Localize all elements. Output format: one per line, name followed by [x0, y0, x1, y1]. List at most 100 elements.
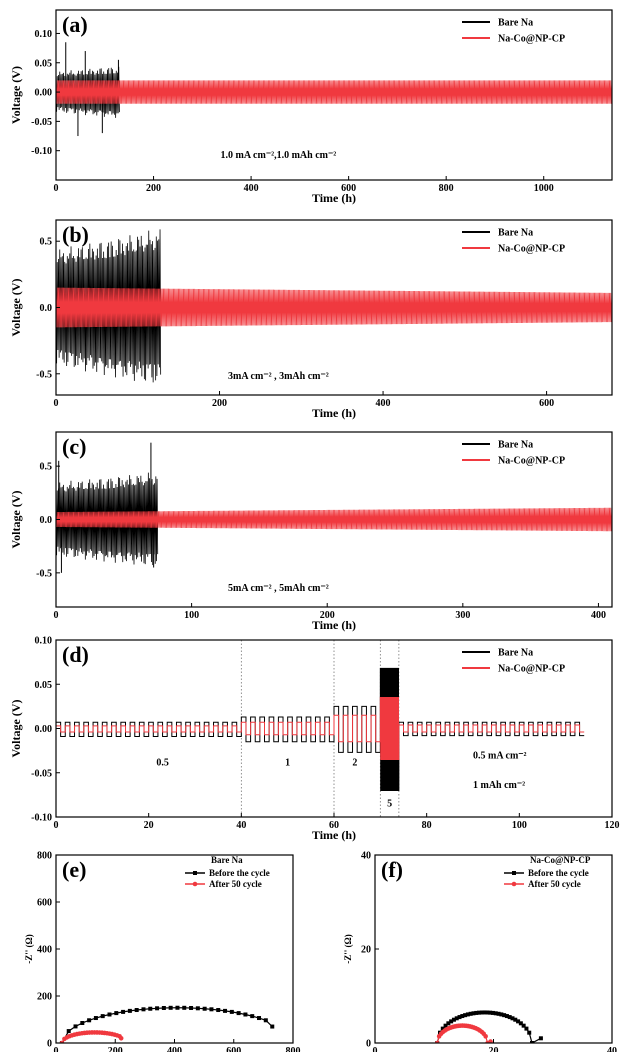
x-tick-label: 60 [329, 820, 339, 831]
x-axis-label: Time (h) [312, 618, 356, 632]
plot-area [56, 442, 612, 573]
legend-label: Before the cycle [209, 868, 270, 878]
legend-label: Na-Co@NP-CP [498, 456, 565, 467]
legend-label: Before the cycle [528, 868, 589, 878]
y-tick-label: 0.05 [35, 58, 53, 69]
data-point [175, 1005, 180, 1010]
y-axis-label: Voltage (V) [9, 700, 23, 758]
y-tick-label: -0.5 [36, 369, 52, 380]
y-tick-label: -0.10 [31, 146, 52, 157]
x-tick-label: 0 [54, 610, 59, 621]
rate-label: 0.5 [156, 758, 169, 769]
data-point [216, 1008, 221, 1013]
data-point [195, 1006, 200, 1011]
y-tick-label: 0.00 [35, 88, 53, 99]
data-point [490, 1010, 495, 1015]
x-tick-label: 0 [54, 183, 59, 194]
data-point [446, 1021, 451, 1026]
x-axis-label: Time (h) [312, 406, 356, 420]
x-tick-label: 0 [54, 398, 59, 409]
plot-area [56, 42, 612, 137]
x-tick-label: 20 [144, 820, 154, 831]
test-condition-annotation: 1.0 mA cm⁻²,1.0 mAh cm⁻² [221, 150, 337, 161]
y-tick-label: 400 [37, 945, 52, 956]
data-point [510, 1016, 515, 1021]
data-point [474, 1010, 479, 1015]
rate-label: 1 mAh cm⁻² [473, 780, 525, 791]
y-axis-label: Voltage (V) [9, 279, 23, 337]
y-tick-label: 0.0 [40, 303, 53, 314]
data-point [73, 1024, 78, 1029]
x-tick-label: 600 [341, 183, 356, 194]
data-point [168, 1005, 173, 1010]
x-tick-label: 300 [455, 610, 470, 621]
data-point [488, 1010, 493, 1015]
legend-label: Na-Co@NP-CP [498, 664, 565, 675]
panel-letter: (c) [62, 434, 86, 459]
data-point [93, 1016, 98, 1021]
x-tick-label: 400 [167, 1046, 182, 1052]
plot-area [56, 640, 585, 817]
legend-label: Bare Na [498, 440, 533, 451]
series-na-co-np-cp [56, 507, 612, 532]
x-tick-label: 100 [512, 820, 527, 831]
data-point [477, 1010, 482, 1015]
plot-area [56, 229, 612, 383]
y-tick-label: 0.5 [40, 462, 53, 473]
legend-label: Na-Co@NP-CP [498, 244, 565, 255]
panel-f: 0204002040Z' (Ω)-Z'' (Ω)(f)Na-Co@NP-CPBe… [343, 851, 617, 1052]
legend-marker [511, 881, 517, 887]
data-point [465, 1012, 470, 1017]
data-point [100, 1014, 105, 1019]
x-tick-label: 80 [422, 820, 432, 831]
data-point [482, 1010, 487, 1015]
panel-a: 0 200 400 600 800 1000 -0.10 -0.05 0.00 0.05 0.10 T… [9, 9, 613, 205]
data-point [496, 1011, 501, 1016]
y-tick-label: 0.10 [35, 29, 53, 40]
rate-label: 0.5 mA cm⁻² [473, 751, 527, 762]
data-point [114, 1011, 119, 1016]
legend-label: Bare Na [498, 228, 533, 239]
y-axis-label: -Z'' (Ω) [343, 934, 353, 963]
data-point [504, 1014, 509, 1019]
data-point [538, 1036, 543, 1041]
panel-letter: (e) [62, 857, 86, 882]
data-point [451, 1017, 456, 1022]
data-point [209, 1007, 214, 1012]
y-tick-label: 0 [47, 1039, 52, 1050]
data-point [449, 1019, 454, 1024]
y-tick-label: 0 [366, 1039, 371, 1050]
x-tick-label: 0 [54, 820, 59, 831]
data-point [471, 1011, 476, 1016]
data-point [518, 1021, 523, 1026]
x-tick-label: 0 [373, 1046, 378, 1052]
x-tick-label: 400 [376, 398, 391, 409]
x-tick-label: 20 [489, 1046, 499, 1052]
test-condition-annotation: 5mA cm⁻² , 5mAh cm⁻² [228, 583, 329, 594]
test-condition-annotation: 3mA cm⁻² , 3mAh cm⁻² [228, 371, 329, 382]
data-point [155, 1006, 160, 1011]
panel-letter: (b) [62, 222, 89, 247]
y-tick-label: 800 [37, 851, 52, 862]
series-na-co-np-cp [56, 287, 612, 328]
data-point [229, 1009, 234, 1014]
x-tick-label: 800 [286, 1046, 301, 1052]
y-tick-label: -0.10 [31, 813, 52, 824]
data-point [270, 1024, 275, 1029]
x-tick-label: 1000 [534, 183, 554, 194]
legend-title: Bare Na [211, 855, 243, 865]
y-axis-label: -Z'' (Ω) [24, 934, 34, 963]
y-tick-label: -0.05 [31, 768, 52, 779]
data-point [527, 1030, 532, 1035]
data-point [80, 1021, 85, 1026]
legend-label: After 50 cycle [528, 879, 581, 889]
x-tick-label: 120 [605, 820, 620, 831]
x-axis-label: Time (h) [312, 191, 356, 205]
legend-label: After 50 cycle [209, 879, 262, 889]
data-point [524, 1026, 529, 1031]
y-tick-label: 0.0 [40, 515, 53, 526]
x-tick-label: 200 [212, 398, 227, 409]
panel-d: 0.5 1 2 5 0.5 mA cm⁻² 1 mAh cm⁻² 0 20 40 60 80 100 1… [9, 636, 620, 843]
data-point [141, 1007, 146, 1012]
data-point [507, 1015, 512, 1020]
